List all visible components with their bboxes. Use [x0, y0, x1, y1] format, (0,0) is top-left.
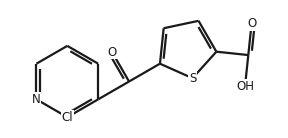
Text: Cl: Cl	[62, 111, 73, 124]
Text: O: O	[247, 17, 256, 30]
Text: O: O	[107, 46, 117, 59]
Text: N: N	[32, 93, 41, 106]
Text: S: S	[189, 72, 196, 85]
Text: OH: OH	[236, 80, 254, 93]
